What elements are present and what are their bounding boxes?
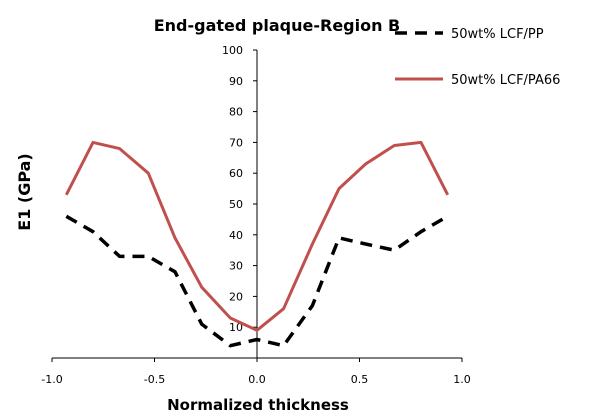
x-tick-label: -0.5 [144, 373, 165, 386]
series-lines [64, 140, 450, 348]
tick-labels: -1.0 -0.5 0.0 0.5 1.0 10 20 30 40 50 60 70 80 90 100 [41, 44, 470, 386]
y-tick-label: 30 [229, 260, 243, 273]
series-line-2 [64, 140, 450, 332]
y-tick-label: 100 [222, 44, 243, 57]
x-tick-label: 1.0 [453, 373, 471, 386]
legend-label-1: 50wt% LCF/PP [451, 27, 544, 42]
legend-label-2: 50wt% LCF/PA66 [451, 73, 560, 88]
y-tick-label: 60 [229, 167, 243, 180]
y-tick-label: 40 [229, 229, 243, 242]
y-tick-label: 90 [229, 75, 243, 88]
x-tick-label: 0.0 [248, 373, 266, 386]
y-tick-label: 10 [229, 321, 243, 334]
y-tick-label: 50 [229, 198, 243, 211]
y-tick-label: 70 [229, 136, 243, 149]
legend: 50wt% LCF/PP 50wt% LCF/PA66 [395, 27, 560, 88]
chart-title: End-gated plaque-Region B [154, 16, 401, 35]
series-line-1 [65, 214, 449, 348]
x-tick-label: 0.5 [351, 373, 369, 386]
y-tick-label: 20 [229, 290, 243, 303]
y-axis-title: E1 (GPa) [15, 153, 34, 230]
x-tick-label: -1.0 [41, 373, 62, 386]
x-axis-title: Normalized thickness [167, 396, 349, 414]
y-tick-label: 80 [229, 106, 243, 119]
